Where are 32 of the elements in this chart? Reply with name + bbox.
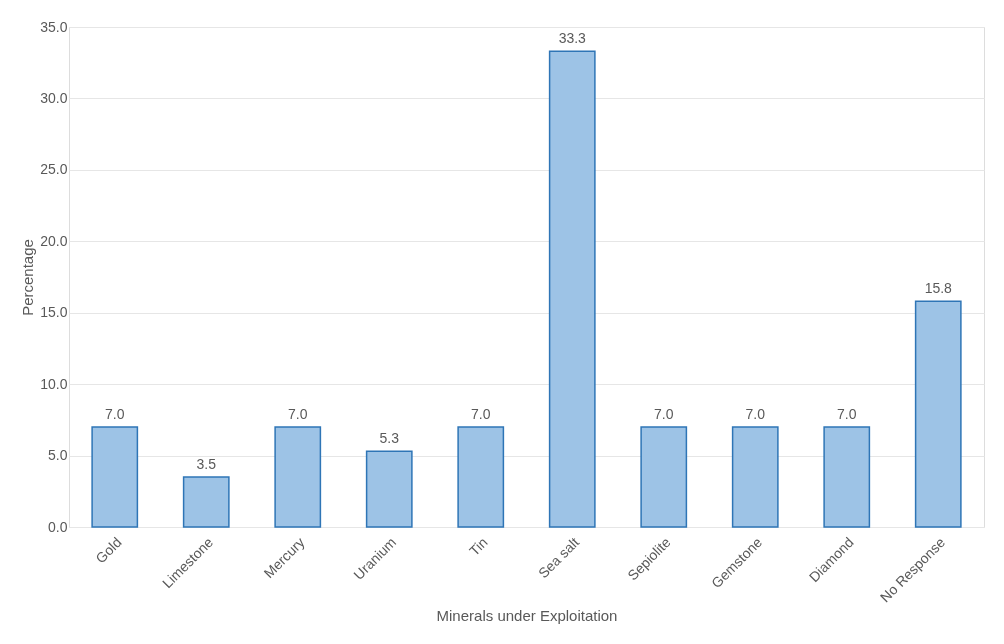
bar: [182, 476, 230, 528]
bar: [640, 426, 688, 528]
bar: [914, 300, 962, 528]
data-label: 15.8: [924, 280, 953, 297]
bar: [823, 426, 871, 528]
y-tick-label: 20.0: [40, 232, 68, 249]
y-tick-label: 35.0: [40, 18, 68, 35]
bar: [548, 50, 596, 528]
data-label: 7.0: [471, 406, 491, 422]
y-tick-label: 15.0: [40, 304, 68, 321]
data-label: 7.0: [654, 406, 674, 422]
bar: [274, 426, 322, 528]
data-label: 7.0: [837, 406, 857, 422]
bar: [731, 426, 779, 528]
x-tick-label: Sea salt: [535, 534, 583, 582]
bar: [91, 426, 139, 528]
y-tick-label: 0.0: [48, 518, 68, 535]
y-tick-label: 5.0: [48, 447, 68, 464]
x-tick-label: Tin: [465, 534, 491, 559]
data-label: 7.0: [288, 406, 308, 422]
data-label: 3.5: [196, 456, 217, 472]
bar: [457, 426, 505, 528]
data-label: 7.0: [105, 406, 125, 422]
y-tick-label: 30.0: [40, 89, 68, 106]
y-tick-label: 10.0: [40, 375, 68, 392]
y-axis-title: Percentage: [19, 239, 37, 316]
bar: [365, 450, 413, 528]
data-label: 7.0: [745, 406, 766, 422]
y-tick-label: 25.0: [40, 161, 68, 178]
data-label: 33.3: [558, 30, 587, 47]
x-axis-title: Minerals under Exploitation: [436, 607, 618, 625]
data-label: 5.3: [379, 430, 400, 447]
